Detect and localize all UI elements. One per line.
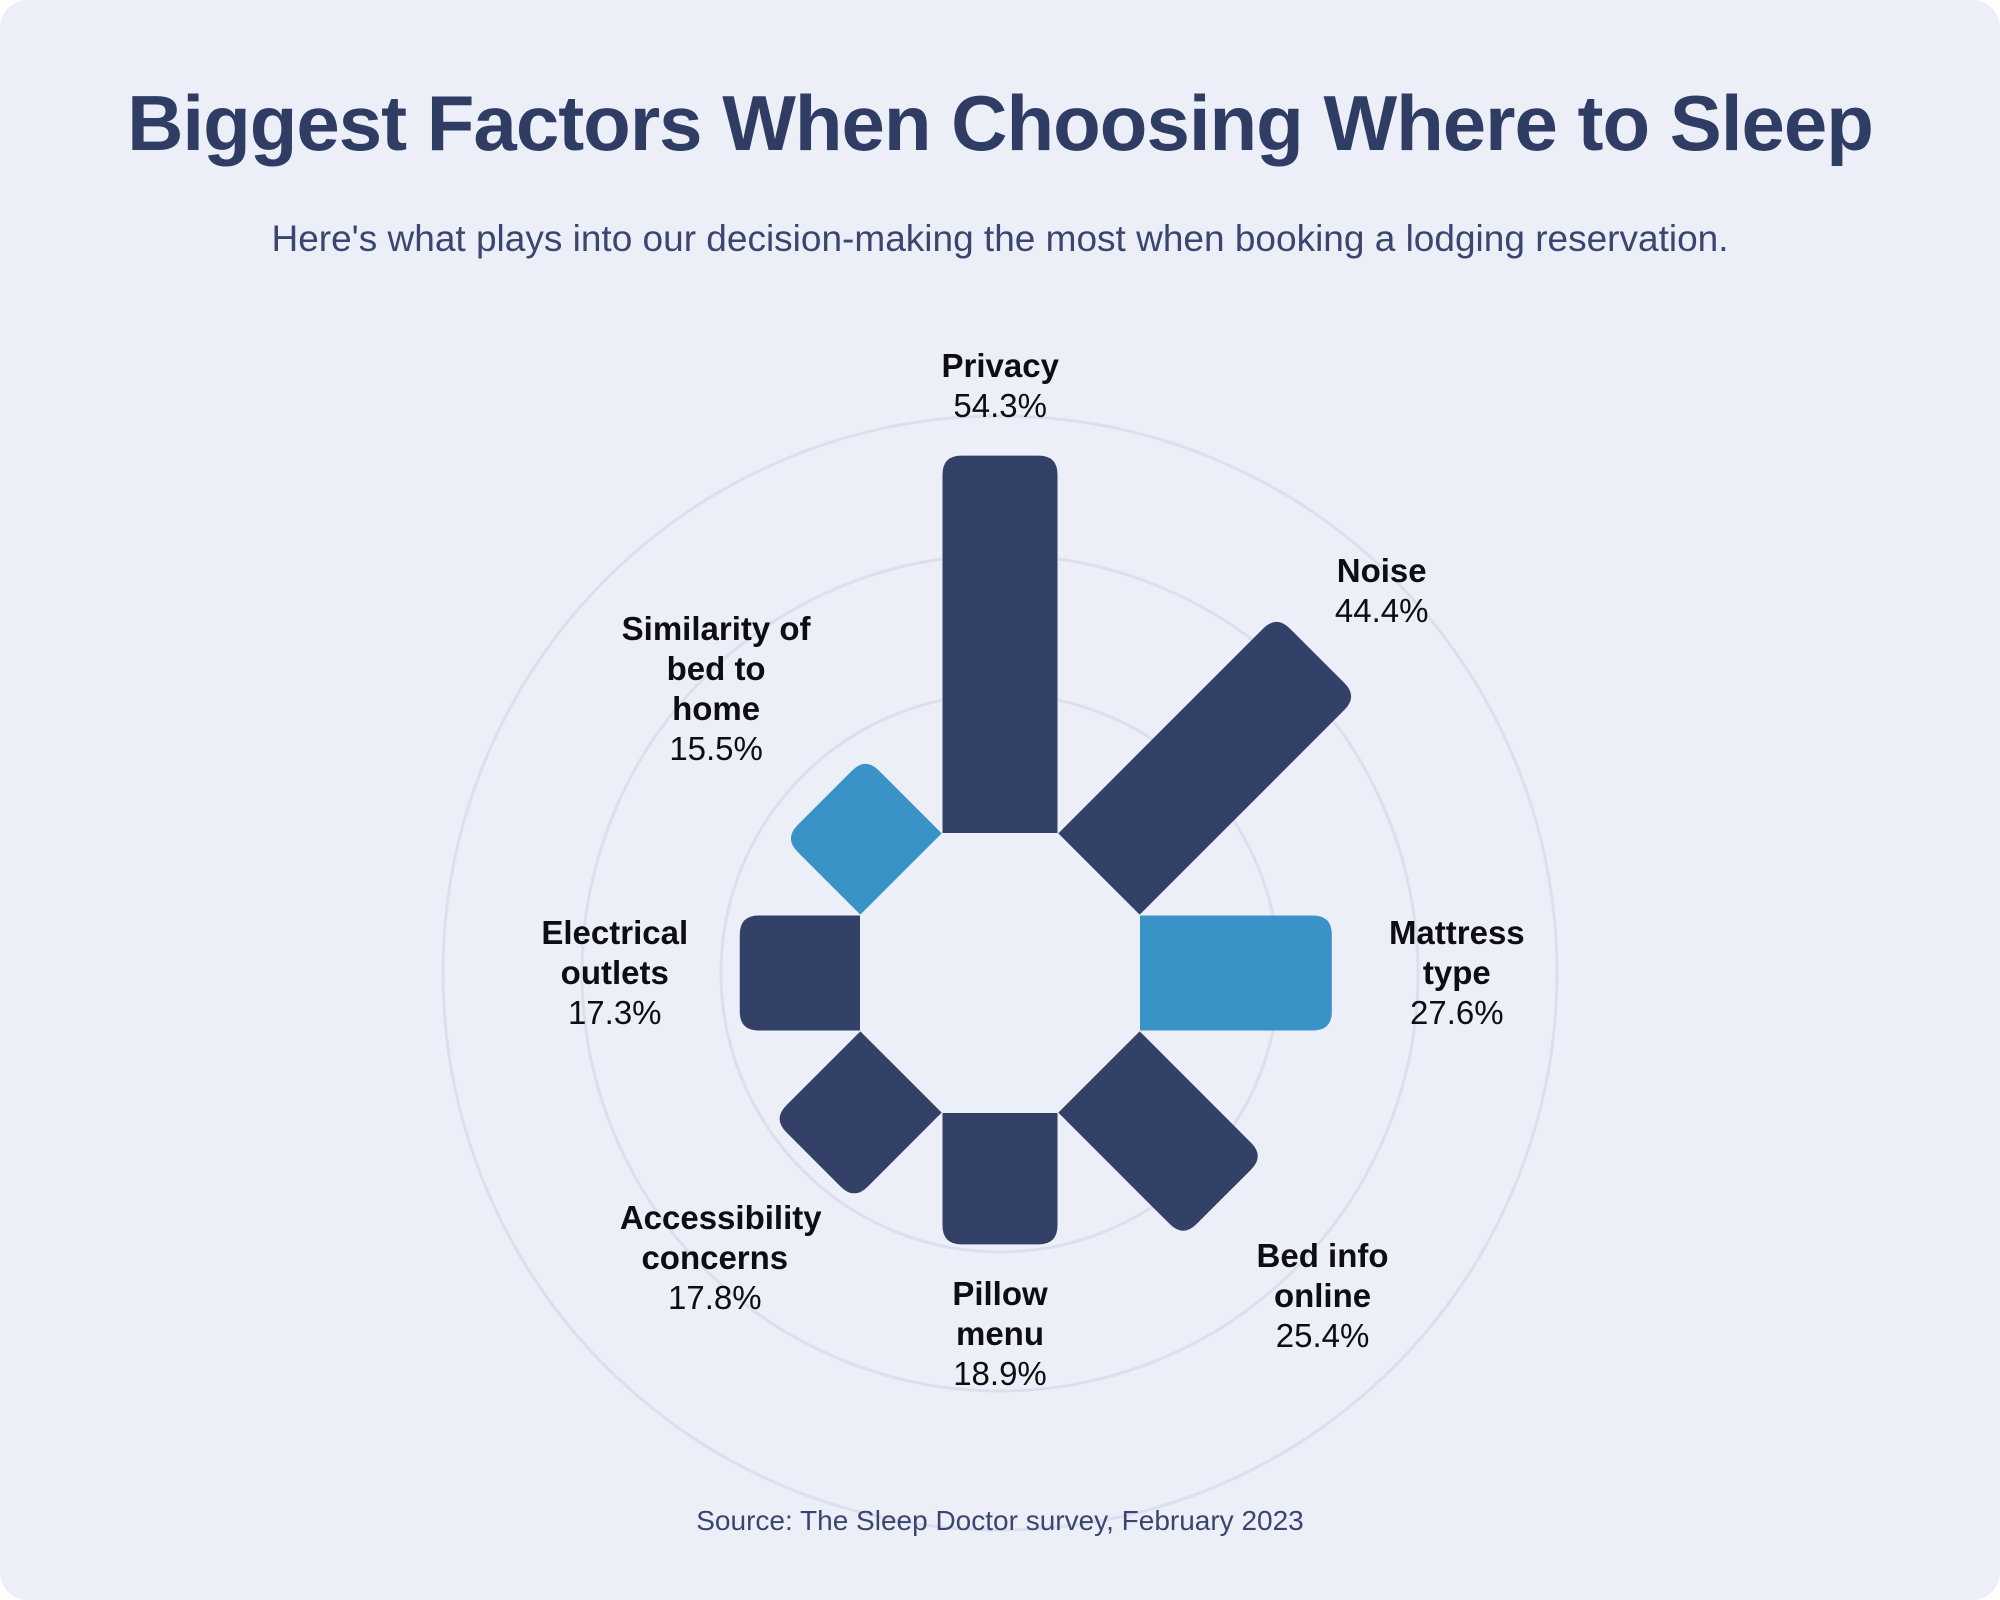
category-name: Bed info online — [1256, 1236, 1389, 1314]
category-label: Privacy 54.3% — [942, 346, 1059, 426]
category-label: Noise 44.4% — [1335, 551, 1429, 631]
category-label: Electrical outlets 17.3% — [520, 913, 710, 1033]
category-name: Mattress type — [1388, 914, 1525, 991]
value-label: 18.9% — [953, 1355, 1047, 1393]
category-label: Mattress type 27.6% — [1362, 913, 1552, 1033]
bar — [942, 455, 1058, 833]
bar — [1058, 621, 1352, 915]
bar — [1058, 1031, 1258, 1231]
category-label: Similarity of bed to home 15.5% — [621, 609, 811, 769]
source-note: Source: The Sleep Doctor survey, Februar… — [696, 1505, 1304, 1536]
chart-subtitle: Here's what plays into our decision-maki… — [271, 218, 1729, 259]
value-label: 54.3% — [953, 386, 1047, 424]
chart-title: Biggest Factors When Choosing Where to S… — [127, 79, 1874, 167]
category-name: Accessibility concerns — [619, 1199, 822, 1277]
value-label: 17.8% — [668, 1279, 762, 1317]
bar — [942, 1113, 1058, 1245]
value-label: 27.6% — [1410, 994, 1504, 1031]
bar — [790, 763, 942, 915]
value-label: 25.4% — [1275, 1316, 1370, 1354]
bar — [1140, 915, 1332, 1031]
bar — [739, 915, 860, 1031]
category-label: Bed info online 25.4% — [1228, 1236, 1418, 1356]
category-name: Privacy — [941, 346, 1059, 384]
grid-ring — [441, 414, 1559, 1532]
category-name: Electrical outlets — [541, 914, 689, 991]
value-label: 17.3% — [567, 994, 662, 1031]
value-label: 15.5% — [669, 730, 763, 768]
category-name: Noise — [1336, 552, 1427, 590]
category-label: Accessibility concerns 17.8% — [619, 1198, 822, 1318]
value-label: 44.4% — [1334, 592, 1429, 630]
category-name: Pillow menu — [952, 1275, 1048, 1353]
bar — [779, 1031, 942, 1194]
category-label: Pillow menu 18.9% — [905, 1274, 1095, 1394]
category-name: Similarity of bed to home — [621, 610, 811, 728]
